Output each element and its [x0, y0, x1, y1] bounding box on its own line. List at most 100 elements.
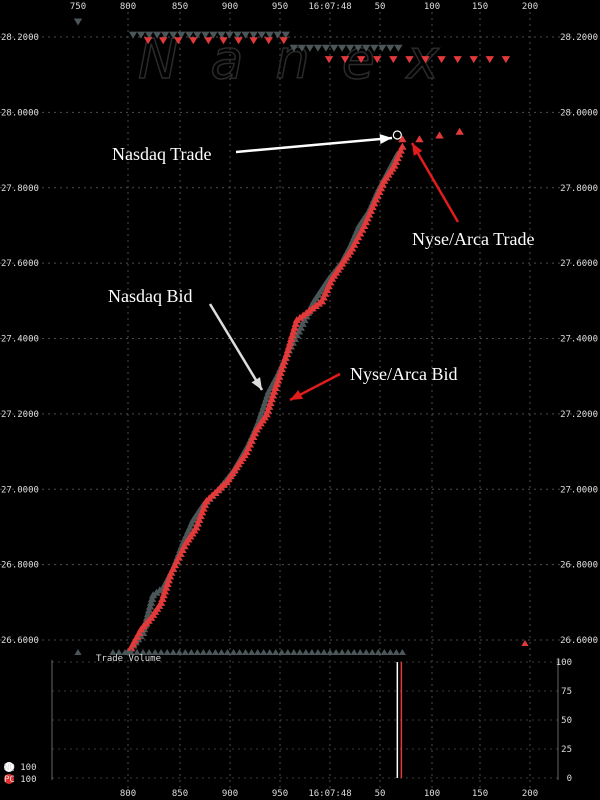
nyse-bid-point — [357, 225, 367, 233]
volume-tick-label: 0 — [567, 774, 572, 784]
nyse-bid-point — [170, 561, 180, 569]
nyse-bid-point — [244, 444, 253, 452]
nasdaq-ask-point — [225, 31, 234, 39]
price-tick-label-left: 27.0000 — [1, 485, 39, 495]
nyse-bid-point — [247, 436, 256, 444]
nasdaq-ask-point — [265, 31, 274, 39]
nasdaq-bid-point — [256, 410, 266, 418]
nasdaq-ask-point — [241, 31, 250, 39]
nyse-bid-point — [197, 508, 207, 516]
nyse-bid-point — [263, 406, 273, 414]
nyse-bid-point — [172, 557, 182, 565]
arrow-nyse-trade-head — [412, 143, 423, 156]
nyse-bid-point — [281, 353, 290, 361]
top-tick-label: 16:07:48 — [308, 2, 351, 12]
bottom-tick-label: 100 — [424, 789, 440, 799]
top-tick-label: 750 — [70, 2, 86, 12]
trade-volume-marker — [314, 649, 322, 655]
legend-label: PC 100 — [4, 775, 37, 785]
nasdaq-ask-point — [281, 31, 290, 39]
nasdaq-bid-point — [187, 519, 196, 527]
trade-volume-marker — [278, 649, 286, 655]
bottom-tick-label: 800 — [120, 789, 136, 799]
bottom-tick-label: 150 — [472, 789, 488, 799]
nasdaq-bid-point — [296, 323, 305, 331]
price-tick-label-right: 27.2000 — [560, 410, 598, 420]
trade-volume-marker — [332, 649, 340, 655]
nyse-bid-point — [277, 365, 286, 373]
nyse-ask-point — [389, 56, 398, 64]
nasdaq-ask-point — [386, 44, 395, 52]
trade-volume-marker — [193, 649, 201, 655]
trade-volume-marker — [296, 649, 304, 655]
nyse-bid-point — [371, 195, 381, 203]
trade-volume-marker — [398, 649, 406, 655]
nyse-bid-point — [365, 210, 374, 218]
trade-volume-marker — [205, 649, 214, 655]
trade-volume-marker — [350, 649, 358, 655]
nyse-ask-point — [279, 37, 288, 45]
nasdaq-bid-point — [260, 399, 270, 407]
nyse-bid-point — [359, 221, 369, 229]
volume-tick-label: 25 — [561, 745, 572, 755]
nyse-ask-point — [234, 37, 243, 45]
nasdaq-ask-point — [136, 31, 146, 39]
nasdaq-bid-point — [300, 316, 309, 324]
arrow-nasdaq-trade-line — [235, 136, 393, 154]
nyse-bid-point — [280, 357, 289, 365]
nyse-bid-point — [283, 346, 293, 354]
top-tick-label: 950 — [272, 2, 288, 12]
trade-volume-marker — [229, 649, 238, 655]
nyse-ask-point — [340, 56, 350, 64]
price-tick-label-left: 28.2000 — [1, 33, 39, 43]
nasdaq-ask-point — [144, 31, 154, 39]
nyse-ask-point — [264, 37, 273, 45]
trade-volume-marker — [284, 649, 292, 655]
nyse-ask-point — [421, 56, 430, 64]
nasdaq-bid-point — [184, 527, 193, 535]
volume-panel: Trade Volume — [96, 654, 403, 778]
nasdaq-ask-point — [177, 31, 186, 39]
price-tick-label-right: 28.2000 — [560, 33, 598, 43]
nyse-bid-point — [195, 515, 204, 523]
nasdaq-trade-point — [392, 130, 402, 140]
nasdaq-bid-point — [144, 606, 154, 614]
nasdaq-ask-point — [128, 31, 138, 39]
legend-label: NQ 100 — [4, 763, 37, 773]
bottom-tick-label: 900 — [222, 789, 238, 799]
nyse-ask-point — [143, 37, 153, 45]
nasdaq-ask-point — [217, 31, 226, 39]
nasdaq-ask-point — [305, 44, 315, 52]
nyse-bid-point — [262, 410, 271, 418]
nasdaq-ask-point — [160, 31, 170, 39]
nasdaq-ask-point — [378, 44, 387, 52]
bottom-tick-label: 200 — [522, 789, 538, 799]
nyse-bid-point — [168, 564, 178, 572]
nyse-bid-point — [393, 154, 402, 162]
nyse-bid-point — [180, 542, 189, 550]
top-tick-label: 100 — [424, 2, 440, 12]
price-tick-label-left: 27.8000 — [1, 184, 39, 194]
watermark: Nanex — [138, 28, 471, 91]
nyse-bid-point — [128, 640, 138, 648]
nasdaq-bid-point — [261, 395, 271, 403]
nyse-bid-point — [324, 282, 333, 290]
nyse-bid-point — [319, 293, 328, 301]
volume-tick-label: 75 — [561, 687, 572, 697]
trade-volume-marker — [338, 649, 346, 655]
nyse-ask-point — [356, 56, 366, 64]
nyse-bid-point — [193, 519, 202, 527]
bottom-tick-label: 950 — [272, 789, 288, 799]
trade-volume-marker — [308, 649, 316, 655]
nyse-ask-point — [501, 56, 511, 64]
price-tick-label-left: 27.4000 — [1, 335, 39, 345]
annotations: Nasdaq Trade Nyse/Arca Trade Nasdaq Bid Nys… — [108, 134, 534, 402]
trade-volume-marker — [260, 649, 268, 655]
nasdaq-ask-point — [337, 44, 347, 52]
nyse-bid-point — [158, 595, 167, 603]
nasdaq-ask-point — [321, 44, 331, 52]
nyse-bid-point — [278, 361, 288, 369]
nyse-bid-point — [276, 368, 285, 376]
